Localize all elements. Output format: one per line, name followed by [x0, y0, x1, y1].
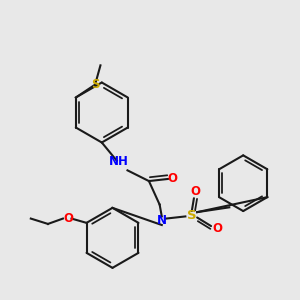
Text: N: N [157, 214, 167, 227]
Text: NH: NH [109, 155, 129, 168]
Text: O: O [63, 212, 73, 225]
Text: O: O [167, 172, 178, 185]
Text: O: O [190, 185, 200, 198]
Text: O: O [212, 222, 223, 235]
Text: S: S [91, 78, 99, 91]
Text: S: S [187, 209, 196, 222]
